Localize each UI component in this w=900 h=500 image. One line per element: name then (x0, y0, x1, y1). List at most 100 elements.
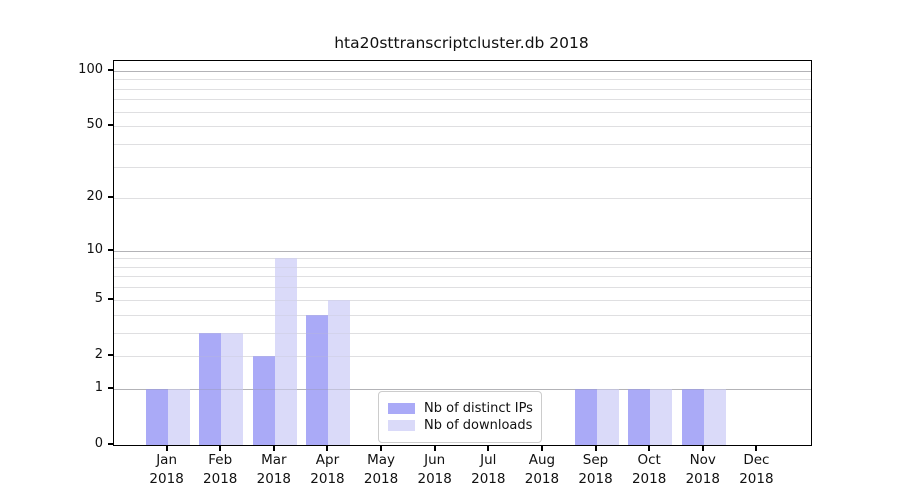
gridline-overlay-60 (114, 111, 811, 113)
x-tick-9 (594, 446, 597, 451)
x-tick-8 (540, 446, 543, 451)
x-tick-12 (755, 446, 758, 451)
y-tick-label-2: 2 (94, 346, 103, 362)
gridline-10 (114, 250, 811, 252)
gridline-overlay-2 (114, 355, 811, 357)
x-label-month: Aug (528, 452, 556, 468)
y-tick-label-0: 0 (94, 436, 103, 451)
x-label-month: Mar (261, 452, 287, 468)
x-label-year: 2018 (363, 471, 399, 487)
y-tick-1 (108, 386, 114, 389)
legend-swatch-distinct-ips (388, 403, 415, 414)
bar-sep-2018-downloads (596, 388, 619, 445)
x-label-month: Sep (582, 452, 609, 468)
bar-oct-2018-ips (628, 388, 651, 445)
bar-feb-2018-downloads (221, 332, 244, 445)
y-tick-20 (108, 196, 114, 199)
gridline-overlay-10 (114, 250, 811, 252)
bar-jan-2018-downloads (167, 388, 190, 445)
x-tick-label-5: May 2018 (346, 451, 416, 489)
bar-nov-2018-ips (681, 388, 704, 445)
gridline-60 (114, 111, 811, 113)
y-tick-100 (108, 68, 114, 71)
y-tick-10 (108, 248, 114, 251)
y-tick-label-5: 5 (94, 290, 103, 306)
x-label-year: 2018 (310, 471, 345, 487)
legend-swatch-downloads (388, 420, 415, 431)
x-label-year: 2018 (256, 471, 292, 487)
gridline-overlay-40 (114, 143, 811, 145)
x-tick-label-11: Nov 2018 (668, 451, 738, 489)
x-tick-2 (219, 446, 222, 451)
gridline-overlay-5 (114, 299, 811, 301)
gridline-overlay-9 (114, 258, 811, 260)
y-tick-label-20: 20 (86, 189, 103, 205)
x-label-year: 2018 (203, 471, 238, 487)
x-label-month: Jan (156, 452, 178, 468)
x-tick-label-7: Jul 2018 (453, 451, 523, 489)
bar-jan-2018-ips (145, 388, 168, 445)
y-tick-2 (108, 353, 114, 356)
legend-item-downloads: Nb of downloads (388, 418, 533, 433)
gridline-overlay-80 (114, 88, 811, 90)
gridline-50 (114, 126, 811, 128)
gridline-70 (114, 99, 811, 101)
y-tick-label-100: 100 (78, 61, 103, 77)
x-label-month: May (367, 452, 396, 468)
legend-label-distinct-ips: Nb of distinct IPs (424, 401, 533, 416)
x-label-year: 2018 (685, 471, 720, 487)
x-tick-label-10: Oct 2018 (614, 451, 684, 489)
gridline-1 (114, 388, 811, 390)
y-tick-label-50: 50 (86, 117, 103, 133)
gridline-80 (114, 88, 811, 90)
x-label-year: 2018 (631, 471, 667, 487)
x-tick-1 (165, 446, 168, 451)
x-label-month: Apr (315, 452, 340, 468)
x-label-year: 2018 (578, 471, 613, 487)
gridline-overlay-4 (114, 314, 811, 316)
gridline-20 (114, 198, 811, 200)
bar-apr-2018-downloads (328, 299, 351, 445)
x-tick-label-2: Feb 2018 (185, 451, 255, 489)
x-label-month: Jul (480, 452, 497, 468)
legend-item-distinct-ips: Nb of distinct IPs (388, 401, 533, 416)
y-tick-0 (108, 443, 114, 445)
bar-nov-2018-downloads (703, 388, 726, 445)
y-tick-50 (108, 124, 114, 127)
plot-area (113, 60, 812, 446)
gridline-4 (114, 314, 811, 316)
x-tick-4 (326, 446, 329, 451)
gridline-100 (114, 70, 811, 72)
gridline-40 (114, 143, 811, 145)
bar-apr-2018-ips (306, 314, 329, 445)
x-tick-7 (487, 446, 490, 451)
x-label-month: Oct (637, 452, 661, 468)
gridline-8 (114, 266, 811, 268)
gridline-2 (114, 355, 811, 357)
x-label-year: 2018 (471, 471, 506, 487)
gridline-6 (114, 287, 811, 289)
x-label-month: Nov (689, 452, 716, 468)
x-tick-6 (433, 446, 436, 451)
x-label-month: Dec (743, 452, 770, 468)
bar-mar-2018-downloads (274, 258, 297, 445)
x-label-year: 2018 (739, 471, 774, 487)
legend-label-downloads: Nb of downloads (424, 418, 533, 433)
gridline-overlay-7 (114, 276, 811, 278)
x-label-month: Feb (208, 452, 233, 468)
gridline-overlay-90 (114, 79, 811, 81)
gridline-overlay-70 (114, 99, 811, 101)
x-tick-label-6: Jun 2018 (400, 451, 470, 489)
gridline-7 (114, 276, 811, 278)
x-tick-11 (701, 446, 704, 451)
x-tick-3 (272, 446, 275, 451)
x-tick-label-4: Apr 2018 (292, 451, 362, 489)
y-tick-label-1: 1 (94, 379, 103, 395)
x-tick-label-1: Jan 2018 (132, 451, 202, 489)
bar-oct-2018-downloads (650, 388, 673, 445)
gridline-overlay-20 (114, 198, 811, 200)
bar-sep-2018-ips (574, 388, 597, 445)
gridline-overlay-6 (114, 287, 811, 289)
x-label-year: 2018 (524, 471, 560, 487)
